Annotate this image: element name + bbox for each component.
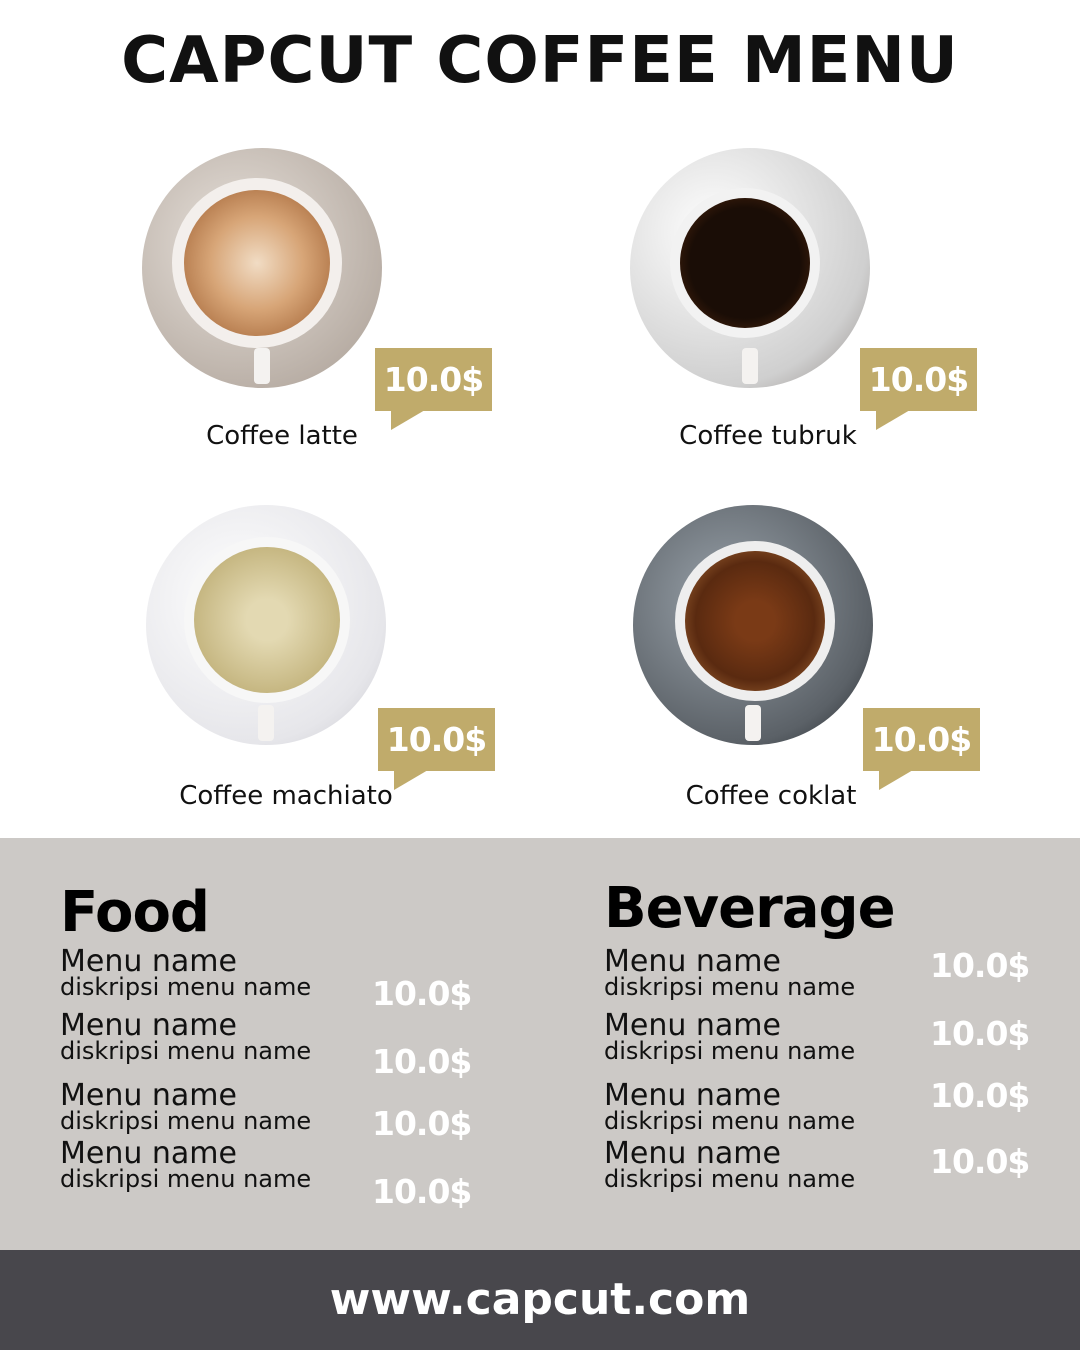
food-menu-item: Menu name diskripsi menu name 10.0$	[60, 1136, 500, 1212]
menu-item-description: diskripsi menu name	[604, 973, 856, 1001]
price-tag: 10.0$	[860, 348, 977, 430]
menu-item-name: Menu name	[604, 944, 781, 979]
menu-list-section	[0, 838, 1080, 1250]
menu-item-price: 10.0$	[372, 1172, 472, 1211]
beverage-title: Beverage	[604, 876, 896, 941]
menu-item-description: diskripsi menu name	[604, 1165, 856, 1193]
price-tag: 10.0$	[863, 708, 980, 790]
menu-item-description: diskripsi menu name	[604, 1107, 856, 1135]
food-menu-item: Menu name diskripsi menu name 10.0$	[60, 1008, 500, 1082]
menu-item-price: 10.0$	[372, 1042, 472, 1081]
menu-item-name: Menu name	[60, 944, 237, 979]
beverage-menu-item: Menu name diskripsi menu name 10.0$	[604, 1010, 1044, 1070]
menu-item-price: 10.0$	[930, 1014, 1030, 1053]
coffee-name: Coffee tubruk	[679, 421, 857, 451]
website-url[interactable]: www.capcut.com	[0, 1250, 1080, 1350]
coffee-name: Coffee latte	[206, 421, 358, 451]
menu-item-price: 10.0$	[372, 1104, 472, 1143]
menu-item-description: diskripsi menu name	[60, 1165, 312, 1193]
menu-item-description: diskripsi menu name	[60, 1037, 312, 1065]
coffee-coklat-image	[633, 505, 873, 745]
food-title: Food	[60, 880, 210, 945]
menu-item-description: diskripsi menu name	[60, 1107, 312, 1135]
coffee-tubruk-image	[630, 148, 870, 388]
food-menu-item: Menu name diskripsi menu name 10.0$	[60, 944, 500, 1014]
menu-item-description: diskripsi menu name	[604, 1037, 856, 1065]
coffee-latte-image	[142, 148, 382, 388]
menu-item-name: Menu name	[604, 1136, 781, 1171]
menu-item-description: diskripsi menu name	[60, 973, 312, 1001]
menu-item-price: 10.0$	[930, 1076, 1030, 1115]
coffee-name: Coffee coklat	[685, 781, 857, 811]
price-tag: 10.0$	[378, 708, 495, 790]
menu-title: CAPCUT COFFEE MENU	[121, 24, 959, 98]
menu-item-name: Menu name	[60, 1078, 237, 1113]
menu-item-name: Menu name	[60, 1136, 237, 1171]
coffee-name: Coffee machiato	[179, 781, 393, 811]
beverage-menu-item: Menu name diskripsi menu name 10.0$	[604, 1138, 1044, 1198]
price-tag: 10.0$	[375, 348, 492, 430]
menu-item-name: Menu name	[604, 1008, 781, 1043]
menu-item-price: 10.0$	[930, 1142, 1030, 1181]
beverage-menu-item: Menu name diskripsi menu name 10.0$	[604, 946, 1044, 1006]
menu-item-price: 10.0$	[930, 946, 1030, 985]
beverage-menu-item: Menu name diskripsi menu name 10.0$	[604, 1076, 1044, 1140]
food-menu-item: Menu name diskripsi menu name 10.0$	[60, 1078, 500, 1144]
menu-item-name: Menu name	[604, 1078, 781, 1113]
coffee-machiato-image	[146, 505, 386, 745]
menu-item-name: Menu name	[60, 1008, 237, 1043]
menu-item-price: 10.0$	[372, 974, 472, 1013]
